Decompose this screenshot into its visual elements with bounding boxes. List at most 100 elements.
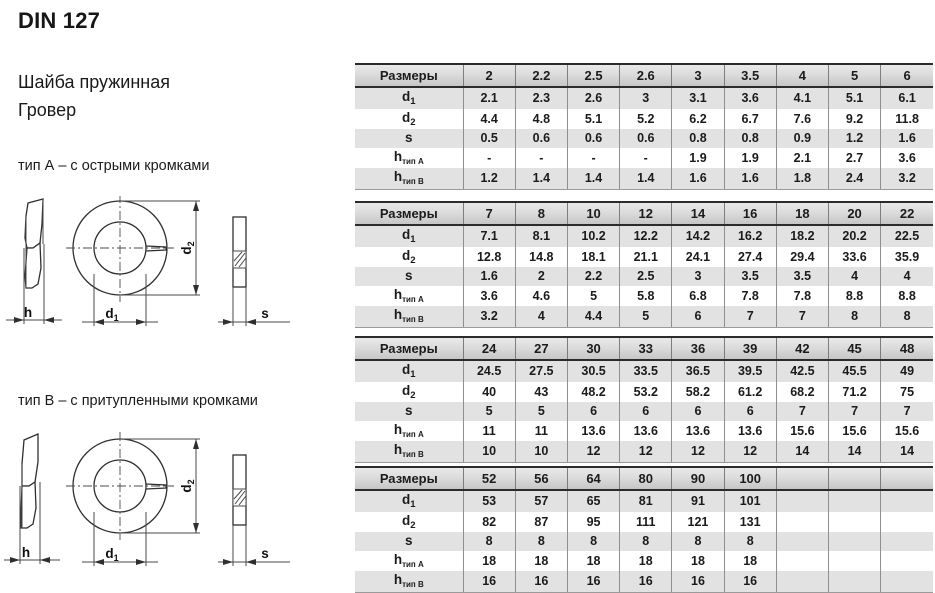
row-s-cell-3: 6 — [566, 402, 621, 421]
row-d2-label: d2 — [355, 511, 464, 533]
row-h-type-b-cell-1: 3.2 — [462, 306, 516, 328]
row-d1-cell-2: 57 — [514, 490, 568, 512]
row-h-type-b-cell-7: 14 — [775, 441, 829, 463]
row-d1-label: d1 — [355, 87, 464, 109]
dim-d2-label-b: d2 — [179, 479, 196, 492]
row-h-type-a-cell-6: 18 — [723, 550, 777, 572]
drawing-type-b: h d1 d2 — [0, 428, 300, 578]
row-d2-cell-4: 111 — [619, 511, 673, 533]
row-d2-cell-2: 43 — [514, 381, 568, 403]
row-h-type-a-cell-3: 13.6 — [566, 420, 621, 442]
header-sizes-label: Размеры — [355, 201, 464, 226]
row-h-type-b-cell-4: 1.4 — [619, 168, 673, 190]
row-d2-cell-6: 27.4 — [723, 246, 777, 268]
row-d2-cell-7: 7.6 — [775, 108, 829, 130]
table-row: d2 40 43 48.2 53.2 58.2 61.2 68.2 71.2 75 — [355, 381, 933, 403]
row-s-label: s — [355, 129, 464, 148]
header-size-4: 80 — [619, 466, 673, 491]
row-d1-cell-3: 2.6 — [566, 87, 621, 109]
row-h-type-b-cell-6: 16 — [723, 571, 777, 593]
row-d1-cell-7: 42.5 — [775, 360, 829, 382]
row-d2-label: d2 — [355, 246, 464, 268]
row-s-cell-9: 7 — [880, 402, 933, 421]
row-d2-cell-2: 87 — [514, 511, 568, 533]
row-s-cell-3: 0.6 — [566, 129, 621, 148]
row-h-type-a-cell-4: 13.6 — [619, 420, 673, 442]
row-d2-cell-3: 95 — [566, 511, 621, 533]
header-size-9 — [880, 466, 933, 491]
row-h-type-b-cell-8: 8 — [827, 306, 882, 328]
row-d2-cell-7 — [775, 511, 829, 533]
row-d2-cell-6: 131 — [723, 511, 777, 533]
row-s-cell-4: 6 — [619, 402, 673, 421]
row-d2-cell-8: 71.2 — [827, 381, 882, 403]
header-size-9: 48 — [880, 336, 933, 361]
row-d2-cell-9: 35.9 — [880, 246, 933, 268]
row-d1-cell-6: 16.2 — [723, 225, 777, 247]
table-row: d2 4.4 4.8 5.1 5.2 6.2 6.7 7.6 9.2 11.8 — [355, 108, 933, 130]
header-size-6: 16 — [723, 201, 777, 226]
row-d1-cell-5: 14.2 — [671, 225, 725, 247]
row-s-cell-1: 0.5 — [462, 129, 516, 148]
row-h-type-b-cell-2: 1.4 — [514, 168, 568, 190]
table-row: hтип В 3.2 4 4.4 5 6 7 7 8 8 — [355, 306, 933, 328]
header-size-4: 12 — [619, 201, 673, 226]
row-h-type-a-cell-8: 2.7 — [827, 147, 882, 169]
row-h-type-a-cell-4: - — [619, 147, 673, 169]
row-h-type-b-cell-8: 14 — [827, 441, 882, 463]
row-h-type-b-cell-3: 16 — [566, 571, 621, 593]
row-h-type-a-cell-6: 13.6 — [723, 420, 777, 442]
row-h-type-a-cell-9: 8.8 — [880, 285, 933, 307]
table-row: s 1.6 2 2.2 2.5 3 3.5 3.5 4 4 — [355, 267, 933, 286]
row-d1-cell-1: 24.5 — [462, 360, 516, 382]
row-h-type-b-cell-4: 12 — [619, 441, 673, 463]
table-row: hтип А 18 18 18 18 18 18 — [355, 550, 933, 572]
row-h-type-a-cell-2: 18 — [514, 550, 568, 572]
header-size-2: 27 — [514, 336, 568, 361]
row-d1-cell-4: 33.5 — [619, 360, 673, 382]
row-d2-cell-2: 4.8 — [514, 108, 568, 130]
table-row: hтип А - - - -1.9 1.9 2.1 2.7 3.6 — [355, 147, 933, 169]
dim-s-label-b: s — [261, 546, 269, 561]
row-h-type-a-cell-9 — [880, 550, 933, 572]
row-h-type-b-cell-1: 16 — [462, 571, 516, 593]
row-d1-cell-9 — [880, 490, 933, 512]
row-s-cell-3: 8 — [566, 532, 621, 551]
spec-table-4: Размеры 52 56 64 80 90 100 d1 53 57 65 81 91 101 d2 82 8… — [355, 466, 933, 593]
row-h-type-a-cell-1: 18 — [462, 550, 516, 572]
table-row: hтип В 10 10 12 12 12 12 14 14 14 — [355, 441, 933, 463]
row-s-cell-6: 0.8 — [723, 129, 777, 148]
row-d2-cell-6: 61.2 — [723, 381, 777, 403]
table-row: d1 24.5 27.5 30.5 33.5 36.5 39.5 42.5 45.5 49 — [355, 360, 933, 382]
header-size-1: 52 — [462, 466, 516, 491]
row-h-type-b-label: hтип В — [355, 441, 464, 463]
dim-s-label-a: s — [261, 306, 269, 321]
row-h-type-a-cell-7: 7.8 — [775, 285, 829, 307]
row-s-cell-7: 3.5 — [775, 267, 829, 286]
header-size-1: 24 — [462, 336, 516, 361]
row-d1-cell-7: 4.1 — [775, 87, 829, 109]
row-h-type-b-cell-1: 10 — [462, 441, 516, 463]
row-h-type-a-cell-8 — [827, 550, 882, 572]
row-s-cell-4: 2.5 — [619, 267, 673, 286]
row-h-type-b-cell-5: 1.6 — [671, 168, 725, 190]
header-size-1: 7 — [462, 201, 516, 226]
row-d1-cell-4: 81 — [619, 490, 673, 512]
row-h-type-b-cell-7: 7 — [775, 306, 829, 328]
row-d1-label: d1 — [355, 225, 464, 247]
row-h-type-b-cell-9: 3.2 — [880, 168, 933, 190]
row-s-cell-5: 6 — [671, 402, 725, 421]
row-h-type-b-cell-4: 5 — [619, 306, 673, 328]
row-s-cell-1: 8 — [462, 532, 516, 551]
header-size-3: 30 — [566, 336, 621, 361]
row-d1-label: d1 — [355, 490, 464, 512]
row-d2-cell-8 — [827, 511, 882, 533]
spec-table-2: Размеры 7 8 10 12 14 16 18 20 22 d1 7.1 8.1 10.2 12.2 1… — [355, 201, 933, 328]
row-h-type-b-cell-4: 16 — [619, 571, 673, 593]
header-size-9: 6 — [880, 63, 933, 88]
row-d2-label: d2 — [355, 108, 464, 130]
row-s-cell-8 — [827, 532, 882, 551]
header-size-6: 39 — [723, 336, 777, 361]
row-h-type-b-cell-9 — [880, 571, 933, 593]
